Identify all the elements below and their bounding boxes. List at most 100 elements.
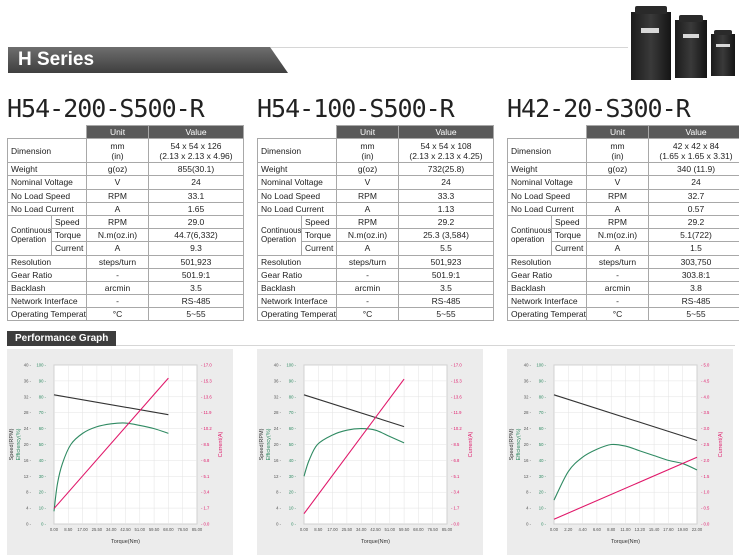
spec-unit: steps/turn [336, 254, 399, 269]
spec-header-blank [7, 124, 87, 140]
series-title: H Series [18, 49, 95, 70]
spec-value: 501.9:1 [398, 267, 494, 282]
current-tick-label: - 17.0 [451, 363, 462, 368]
series-efficiency-line [553, 443, 698, 501]
performance-chart-h54-100: 0.00 8.50 17.00 25.50 34.00 42.50 51.00 59.50 68… [257, 349, 483, 555]
spec-unit: arcmin [86, 280, 149, 296]
current-tick-label: - 8.5 [451, 442, 460, 447]
speed-tick-label: 12 - [24, 474, 32, 479]
speed-tick-label: 40 - [24, 363, 32, 368]
efficiency-tick-label: 100 - [536, 363, 546, 368]
spec-row-weight: Weight g(oz) 732(25.8) [257, 162, 494, 177]
spec-unit: steps/turn [86, 254, 149, 269]
spec-row-continuous-current: Current A 1.5 [508, 241, 739, 256]
spec-label: Weight [7, 162, 87, 177]
spec-value: 501,923 [398, 254, 494, 269]
efficiency-tick-label: 0 - [541, 522, 546, 527]
current-tick-label: - 3.5 [701, 410, 710, 415]
x-tick-label: 85.00 [192, 527, 203, 532]
speed-tick-label: 16 - [24, 458, 32, 463]
spec-row-continuous-current: Current A 5.5 [258, 241, 494, 256]
spec-unit: A [86, 241, 149, 256]
efficiency-tick-label: 90 - [39, 378, 47, 383]
spec-value: 54 x 54 x 108 (2.13 x 2.13 x 4.25) [398, 138, 494, 164]
spec-row-operating-temperature: Operating Temperature °C 5~55 [257, 307, 494, 322]
spec-row-continuous-torque: Torque N.m(oz.in) 5.1(722) [508, 228, 739, 243]
spec-unit: °C [86, 307, 149, 322]
spec-value: 44.7(6,332) [148, 228, 244, 243]
spec-row-no-load-speed: No Load Speed RPM 33.3 [257, 188, 494, 203]
spec-unit: - [86, 294, 149, 309]
performance-chart-h42-20: 0.00 2.20 4.40 6.60 8.80 11.00 13.20 15.40 17.60… [507, 349, 733, 555]
x-tick-label: 8.80 [607, 527, 616, 532]
spec-header-blank [507, 124, 587, 140]
spec-unit: RPM [336, 188, 399, 203]
spec-row-dimension: Dimension mm (in) 42 x 42 x 84 (1.65 x 1.6… [507, 138, 739, 164]
product-spec-h54-200: H54-200-S500-R Unit Value Dimension mm (i… [7, 95, 244, 322]
speed-tick-label: 16 - [524, 458, 532, 463]
spec-row-network-interface: Network Interface - RS-485 [257, 294, 494, 309]
spec-header-value: Value [148, 124, 244, 140]
spec-label: No Load Current [257, 201, 337, 216]
spec-unit: A [586, 201, 649, 216]
spec-unit-line: (in) [111, 150, 124, 161]
current-tick-label: - 11.9 [451, 410, 462, 415]
speed-axis-title: Speed(RPM) [259, 428, 265, 460]
spec-value: 1.13 [398, 201, 494, 216]
current-tick-label: - 10.2 [451, 426, 462, 431]
spec-header-value: Value [648, 124, 739, 140]
spec-row-continuous-speed: Continuous Operation Speed RPM 29.0 [7, 214, 244, 256]
x-tick-label: 68.00 [163, 527, 174, 532]
performance-rule [7, 345, 735, 346]
x-tick-label: 6.60 [593, 527, 602, 532]
speed-tick-label: 28 - [274, 410, 282, 415]
current-tick-label: - 1.7 [451, 506, 460, 511]
efficiency-tick-label: 60 - [289, 426, 297, 431]
spec-value: 54 x 54 x 126 (2.13 x 2.13 x 4.96) [148, 138, 244, 164]
current-tick-label: - 17.0 [201, 363, 212, 368]
spec-value-line: 54 x 54 x 108 [420, 140, 472, 151]
efficiency-tick-label: 10 - [539, 506, 547, 511]
efficiency-tick-label: 80 - [39, 394, 47, 399]
spec-row-gear-ratio: Gear Ratio - 501.9:1 [257, 267, 494, 282]
spec-unit: g(oz) [336, 162, 399, 177]
x-tick-label: 25.50 [342, 527, 353, 532]
spec-unit-line: mm [360, 140, 375, 151]
spec-value-line: (1.65 x 1.65 x 3.31) [659, 150, 733, 161]
spec-value: 855(30.1) [148, 162, 244, 177]
efficiency-axis-title: Efficiency(%) [16, 428, 22, 460]
x-tick-label: 25.50 [92, 527, 103, 532]
current-tick-label: - 11.9 [201, 410, 212, 415]
x-axis-title: Torque(Nm) [611, 539, 640, 545]
speed-tick-label: 36 - [524, 378, 532, 383]
spec-header-unit: Unit [86, 124, 149, 140]
spec-row-operating-temperature: Operating Temperature °C 5~55 [507, 307, 739, 322]
x-tick-label: 0.00 [50, 527, 59, 532]
speed-tick-label: 4 - [276, 506, 281, 511]
spec-value: 5~55 [398, 307, 494, 322]
spec-row-backlash: Backlash arcmin 3.5 [257, 280, 494, 296]
spec-unit: RPM [336, 214, 399, 230]
speed-tick-label: 8 - [526, 490, 531, 495]
spec-unit: mm (in) [586, 138, 649, 164]
efficiency-tick-label: 40 - [539, 458, 547, 463]
current-axis-title: Current(A) [468, 431, 474, 457]
spec-row-resolution: Resolution steps/turn 303,750 [507, 254, 739, 269]
spec-unit: A [336, 201, 399, 216]
spec-header-unit: Unit [586, 124, 649, 140]
spec-row-continuous-speed: Continuous operation Speed RPM 29.2 [507, 214, 739, 256]
current-tick-label: - 0.0 [701, 522, 710, 527]
current-tick-label: - 2.0 [701, 458, 710, 463]
spec-unit-line: (in) [361, 150, 374, 161]
current-tick-label: - 10.2 [201, 426, 212, 431]
current-tick-label: - 13.6 [451, 394, 462, 399]
speed-tick-label: 4 - [26, 506, 31, 511]
spec-label: No Load Speed [507, 188, 587, 203]
series-speed-line [53, 394, 169, 416]
x-tick-label: 19.80 [677, 527, 688, 532]
spec-label: Network Interface [507, 294, 587, 309]
speed-tick-label: 28 - [24, 410, 32, 415]
spec-row-resolution: Resolution steps/turn 501,923 [257, 254, 494, 269]
spec-sublabel: Torque [551, 228, 587, 243]
spec-unit: N.m(oz.in) [586, 228, 649, 243]
